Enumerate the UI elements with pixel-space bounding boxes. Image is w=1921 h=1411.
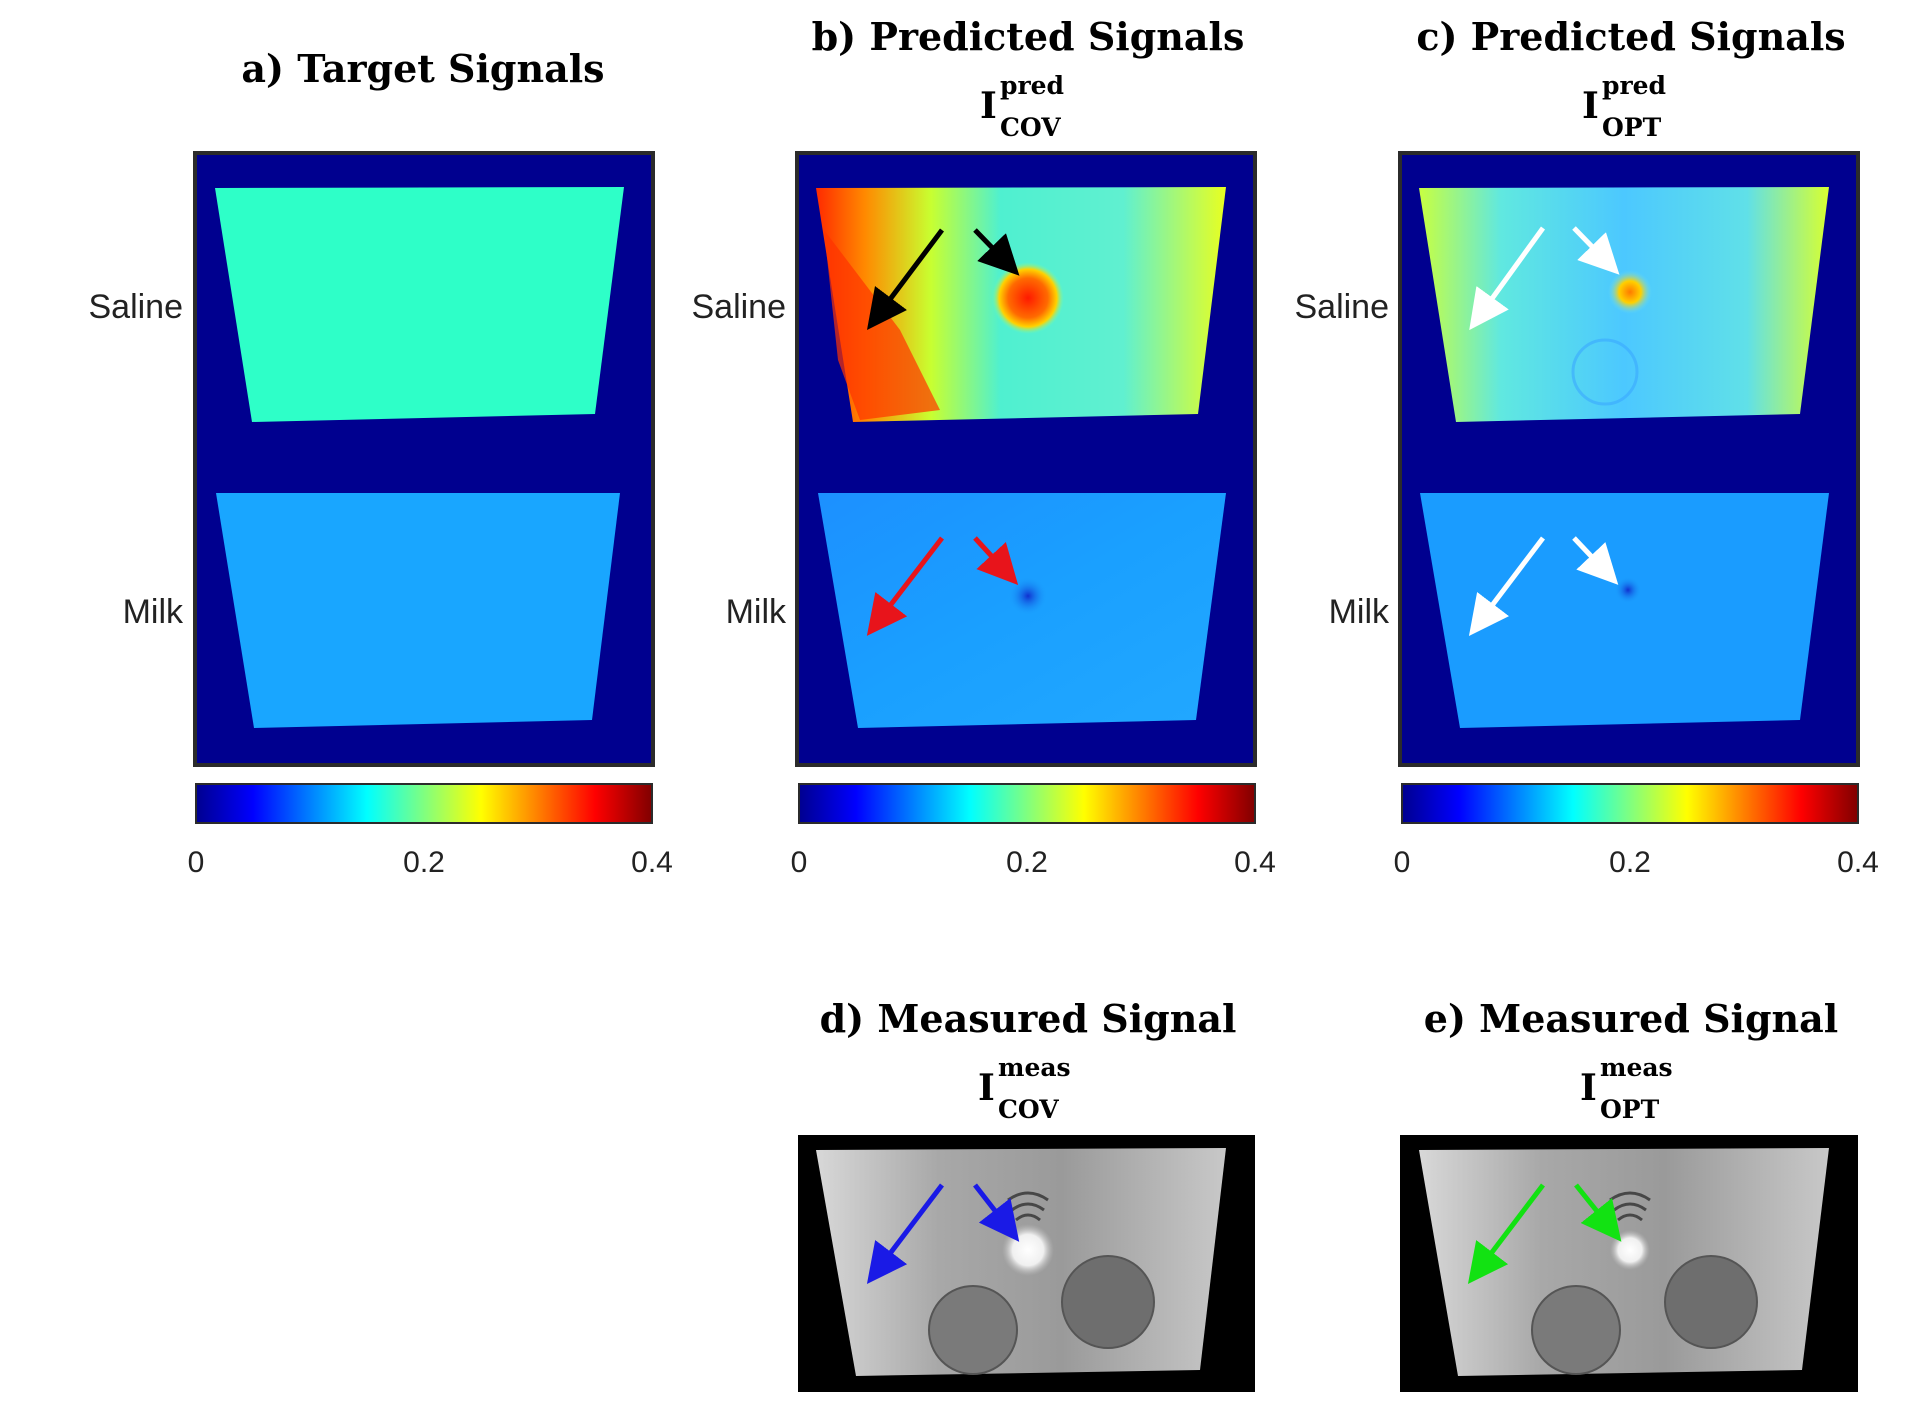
panel-a: a) Target Signals Saline Milk 0 0.2 0.4 bbox=[88, 46, 672, 879]
panel-a-saline-region bbox=[215, 187, 624, 422]
panel-c-symbol: I bbox=[1582, 85, 1599, 127]
panel-b-title: b) Predicted Signals bbox=[812, 14, 1245, 59]
panel-d-subscript: COV bbox=[998, 1095, 1059, 1124]
panel-b-symbol: I bbox=[980, 85, 997, 127]
panel-a-colorbar bbox=[195, 783, 653, 824]
panel-e-symbol: I bbox=[1580, 1067, 1597, 1109]
panel-b-tick-0: 0 bbox=[791, 846, 808, 879]
panel-a-tick-0.4: 0.4 bbox=[631, 846, 673, 879]
panel-d-vial-right bbox=[1061, 1255, 1155, 1349]
panel-b-arrow-saline-right bbox=[973, 228, 1020, 276]
panel-b-milk-coldspot bbox=[1008, 576, 1048, 616]
panel-b-arrow-milk-right bbox=[973, 536, 1019, 586]
panel-b-saline-hotspot bbox=[992, 262, 1064, 334]
panel-a-label-milk: Milk bbox=[123, 593, 184, 631]
panel-b-tick-0.2: 0.2 bbox=[1006, 846, 1048, 879]
panel-d-arrow-left bbox=[866, 1183, 944, 1284]
panel-e-subscript: OPT bbox=[1600, 1095, 1660, 1124]
panel-e-vial-right bbox=[1664, 1255, 1758, 1349]
panel-b: b) Predicted Signals I pred COV Saline M… bbox=[691, 14, 1275, 879]
panel-a-title: a) Target Signals bbox=[241, 46, 604, 91]
panel-d: d) Measured Signal I meas COV bbox=[798, 996, 1255, 1392]
panel-c-superscript: pred bbox=[1602, 71, 1666, 100]
panel-e-superscript: meas bbox=[1600, 1053, 1673, 1082]
panel-d-arrow-right bbox=[973, 1183, 1020, 1242]
panel-e-arrow-left bbox=[1467, 1183, 1545, 1284]
panel-d-superscript: meas bbox=[998, 1053, 1071, 1082]
panel-c: c) Predicted Signals I pred OPT Saline M… bbox=[1294, 14, 1878, 879]
panel-b-arrow-milk-left bbox=[866, 536, 944, 636]
panel-e: e) Measured Signal I meas OPT bbox=[1400, 996, 1858, 1392]
panel-a-tick-0: 0 bbox=[188, 846, 205, 879]
panel-a-milk-region bbox=[216, 493, 620, 728]
panel-c-milk-coldspot bbox=[1614, 576, 1642, 604]
panel-c-subscript: OPT bbox=[1602, 113, 1662, 142]
panel-b-colorbar bbox=[798, 783, 1256, 824]
panel-e-hotspot bbox=[1610, 1230, 1650, 1270]
panel-d-vial-left bbox=[928, 1285, 1018, 1375]
panel-c-arrow-saline-right bbox=[1572, 226, 1620, 275]
panel-c-label-saline: Saline bbox=[1294, 288, 1389, 326]
panel-b-subscript: COV bbox=[1000, 113, 1061, 142]
panel-c-label-milk: Milk bbox=[1329, 593, 1390, 631]
panel-c-arrow-saline-left bbox=[1469, 226, 1546, 331]
panel-c-milk-region bbox=[1420, 493, 1829, 728]
panel-c-arrow-milk-right bbox=[1572, 536, 1619, 585]
panel-d-symbol: I bbox=[978, 1067, 995, 1109]
panel-b-tick-0.4: 0.4 bbox=[1234, 846, 1276, 879]
panel-c-tick-0: 0 bbox=[1394, 846, 1411, 879]
panel-a-tick-0.2: 0.2 bbox=[403, 846, 445, 879]
panel-c-title: c) Predicted Signals bbox=[1416, 14, 1845, 59]
panel-d-title: d) Measured Signal bbox=[820, 996, 1237, 1041]
panel-e-vial-left bbox=[1531, 1285, 1621, 1375]
panel-e-title: e) Measured Signal bbox=[1424, 996, 1838, 1041]
panel-d-hotspot bbox=[1002, 1224, 1054, 1276]
panel-c-saline-ring bbox=[1571, 338, 1639, 406]
panel-c-tick-0.2: 0.2 bbox=[1609, 846, 1651, 879]
panel-c-tick-0.4: 0.4 bbox=[1837, 846, 1879, 879]
panel-b-superscript: pred bbox=[1000, 71, 1064, 100]
panel-c-colorbar bbox=[1401, 783, 1859, 824]
panel-a-label-saline: Saline bbox=[88, 288, 183, 326]
panel-b-arrow-saline-left bbox=[867, 228, 944, 330]
panel-b-label-milk: Milk bbox=[726, 593, 787, 631]
panel-e-arrow-right bbox=[1574, 1183, 1622, 1242]
panel-c-arrow-milk-left bbox=[1468, 536, 1545, 636]
panel-c-saline-hotspot bbox=[1608, 270, 1652, 314]
panel-b-label-saline: Saline bbox=[691, 288, 786, 326]
